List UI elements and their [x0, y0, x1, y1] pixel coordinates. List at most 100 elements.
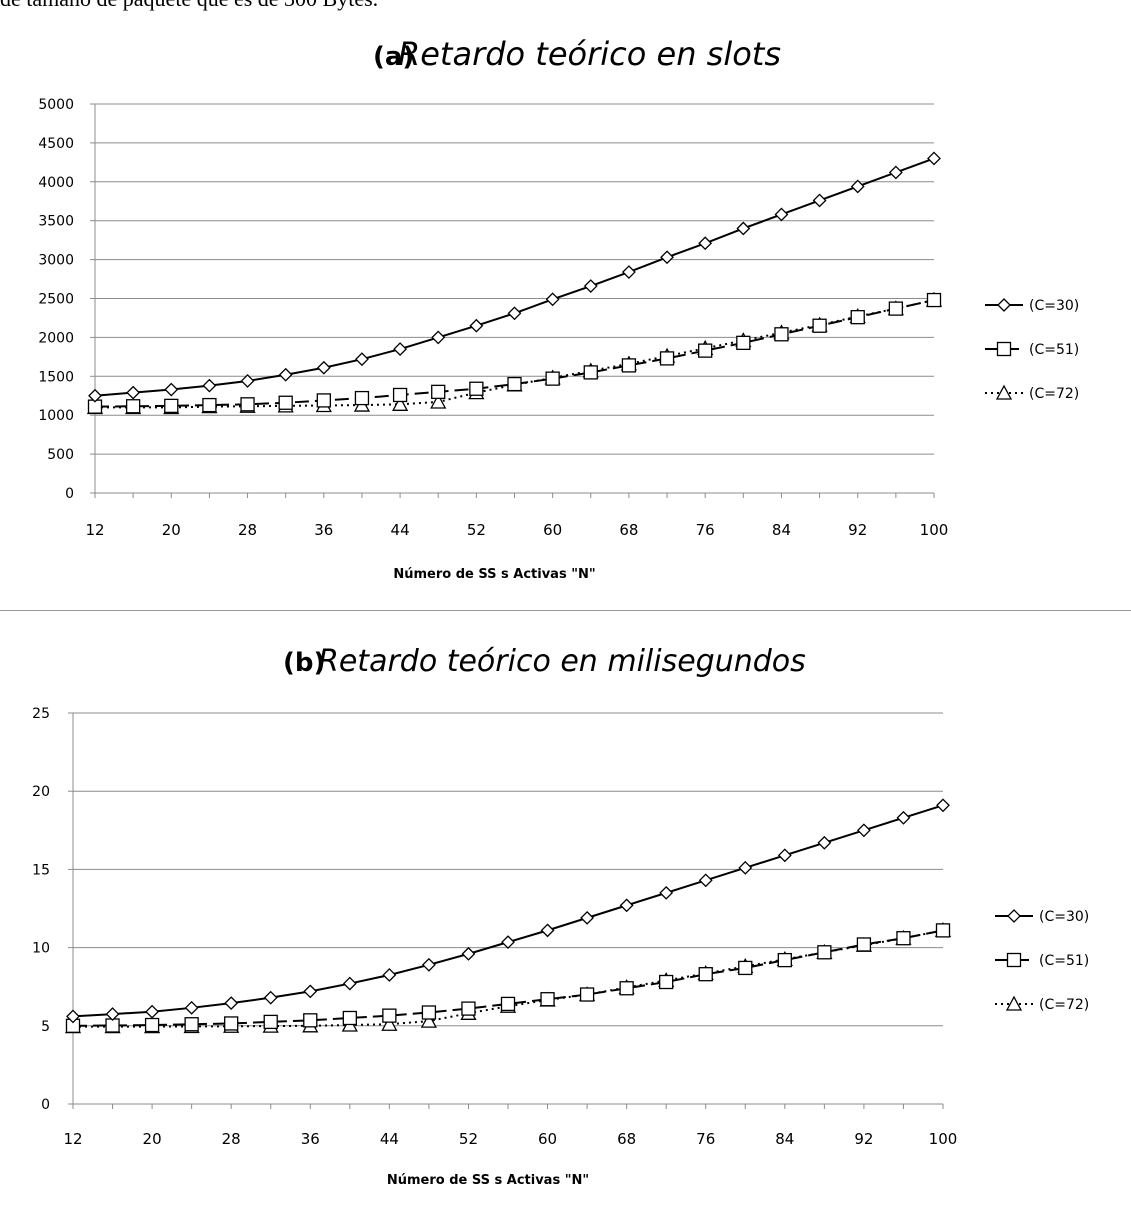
data-point	[184, 1017, 199, 1032]
data-point	[461, 946, 476, 961]
y-tick-label: 0	[41, 1097, 50, 1113]
chart-panel-label: (b)	[283, 648, 325, 678]
y-tick-label: 10	[32, 941, 50, 957]
legend: (C=30) (C=51) (C=72)	[985, 298, 1079, 402]
legend-label: (C=51)	[1039, 953, 1089, 969]
y-tick-label: 20	[32, 784, 50, 800]
panel-divider	[0, 610, 1131, 611]
legend-entry: (C=72)	[995, 995, 1089, 1013]
y-tick-label: 4500	[38, 136, 74, 152]
data-point	[888, 301, 904, 316]
legend-entry: (C=30)	[995, 909, 1089, 925]
data-point	[812, 193, 827, 208]
legend-entry: (C=30)	[985, 298, 1079, 314]
data-point	[126, 385, 141, 400]
data-point	[540, 992, 555, 1007]
legend-label: (C=30)	[1029, 298, 1079, 314]
data-point	[621, 265, 636, 279]
y-tick-label: 2000	[38, 330, 74, 346]
data-point	[856, 823, 871, 838]
data-point	[430, 393, 447, 409]
x-tick-label: 36	[314, 521, 333, 539]
legend-marker	[1006, 952, 1022, 968]
data-point	[469, 318, 484, 333]
data-point	[927, 151, 941, 166]
x-tick-label: 52	[459, 1130, 478, 1148]
x-tick-label: 76	[696, 521, 715, 539]
data-point	[812, 318, 827, 333]
data-point	[896, 931, 911, 946]
data-point	[619, 981, 634, 996]
data-point	[850, 310, 865, 325]
data-point	[144, 1017, 160, 1033]
data-point	[164, 398, 179, 414]
series-line	[94, 157, 935, 397]
y-tick-label: 4000	[38, 175, 74, 191]
y-tick-label: 2500	[38, 292, 74, 308]
data-point	[105, 1007, 120, 1021]
data-point	[777, 952, 792, 968]
series-c51	[65, 923, 951, 1033]
legend-label: (C=72)	[1029, 386, 1079, 402]
x-tick-label: 52	[467, 521, 486, 539]
x-axis-label: Número de SS s Activas "N"	[393, 567, 595, 582]
x-tick-label: 44	[380, 1130, 399, 1148]
data-point	[184, 1000, 199, 1015]
data-point	[817, 945, 832, 960]
data-point	[461, 1001, 476, 1016]
data-point	[698, 873, 713, 888]
x-axis-label: Número de SS s Activas "N"	[387, 1173, 589, 1188]
data-point	[88, 388, 102, 403]
y-tick-label: 5	[41, 1019, 50, 1035]
data-point	[421, 1005, 437, 1020]
x-tick-label: 76	[696, 1130, 715, 1148]
data-point	[659, 351, 675, 366]
data-point	[935, 923, 951, 938]
x-tick-label: 84	[772, 521, 791, 539]
data-point	[303, 1013, 318, 1028]
x-tick-label: 36	[301, 1130, 320, 1148]
legend-label: (C=72)	[1039, 997, 1089, 1013]
chart-panel-label: (a)	[373, 42, 414, 72]
data-point	[856, 937, 872, 952]
data-point	[240, 397, 255, 412]
data-point	[660, 250, 674, 265]
data-point	[263, 1014, 278, 1030]
x-tick-label: 68	[617, 1130, 636, 1148]
header-text: de tamaño de paquete que es de 300 Bytes…	[0, 0, 378, 12]
data-point	[621, 358, 637, 373]
x-tick-label: 100	[929, 1130, 958, 1148]
data-point	[263, 990, 278, 1005]
data-point	[316, 360, 331, 375]
x-tick-label: 84	[775, 1130, 794, 1148]
legend-label: (C=51)	[1029, 342, 1079, 358]
y-tick-label: 5000	[38, 97, 74, 113]
data-point	[431, 330, 446, 345]
data-point	[393, 342, 408, 356]
data-point	[303, 984, 318, 999]
data-point	[164, 382, 179, 397]
legend-marker	[995, 384, 1013, 400]
data-point	[202, 397, 217, 413]
data-point	[342, 1010, 357, 1026]
data-point	[888, 165, 903, 180]
data-point	[736, 335, 751, 350]
series-line	[73, 929, 944, 1028]
data-point	[926, 292, 942, 308]
data-point	[382, 1008, 397, 1023]
x-tick-label: 20	[143, 1130, 162, 1148]
y-tick-label: 25	[32, 706, 50, 722]
data-point	[545, 371, 560, 386]
data-point	[507, 376, 522, 392]
legend-marker	[1005, 995, 1023, 1011]
chart-title: Retardo teórico en milisegundos	[318, 644, 806, 679]
data-point	[278, 395, 293, 410]
x-tick-label: 92	[848, 521, 867, 539]
legend: (C=30) (C=51) (C=72)	[995, 909, 1089, 1013]
data-point	[698, 343, 713, 358]
series-c51	[87, 292, 942, 414]
data-point	[392, 387, 408, 403]
x-tick-label: 20	[162, 521, 181, 539]
data-point	[736, 221, 751, 236]
